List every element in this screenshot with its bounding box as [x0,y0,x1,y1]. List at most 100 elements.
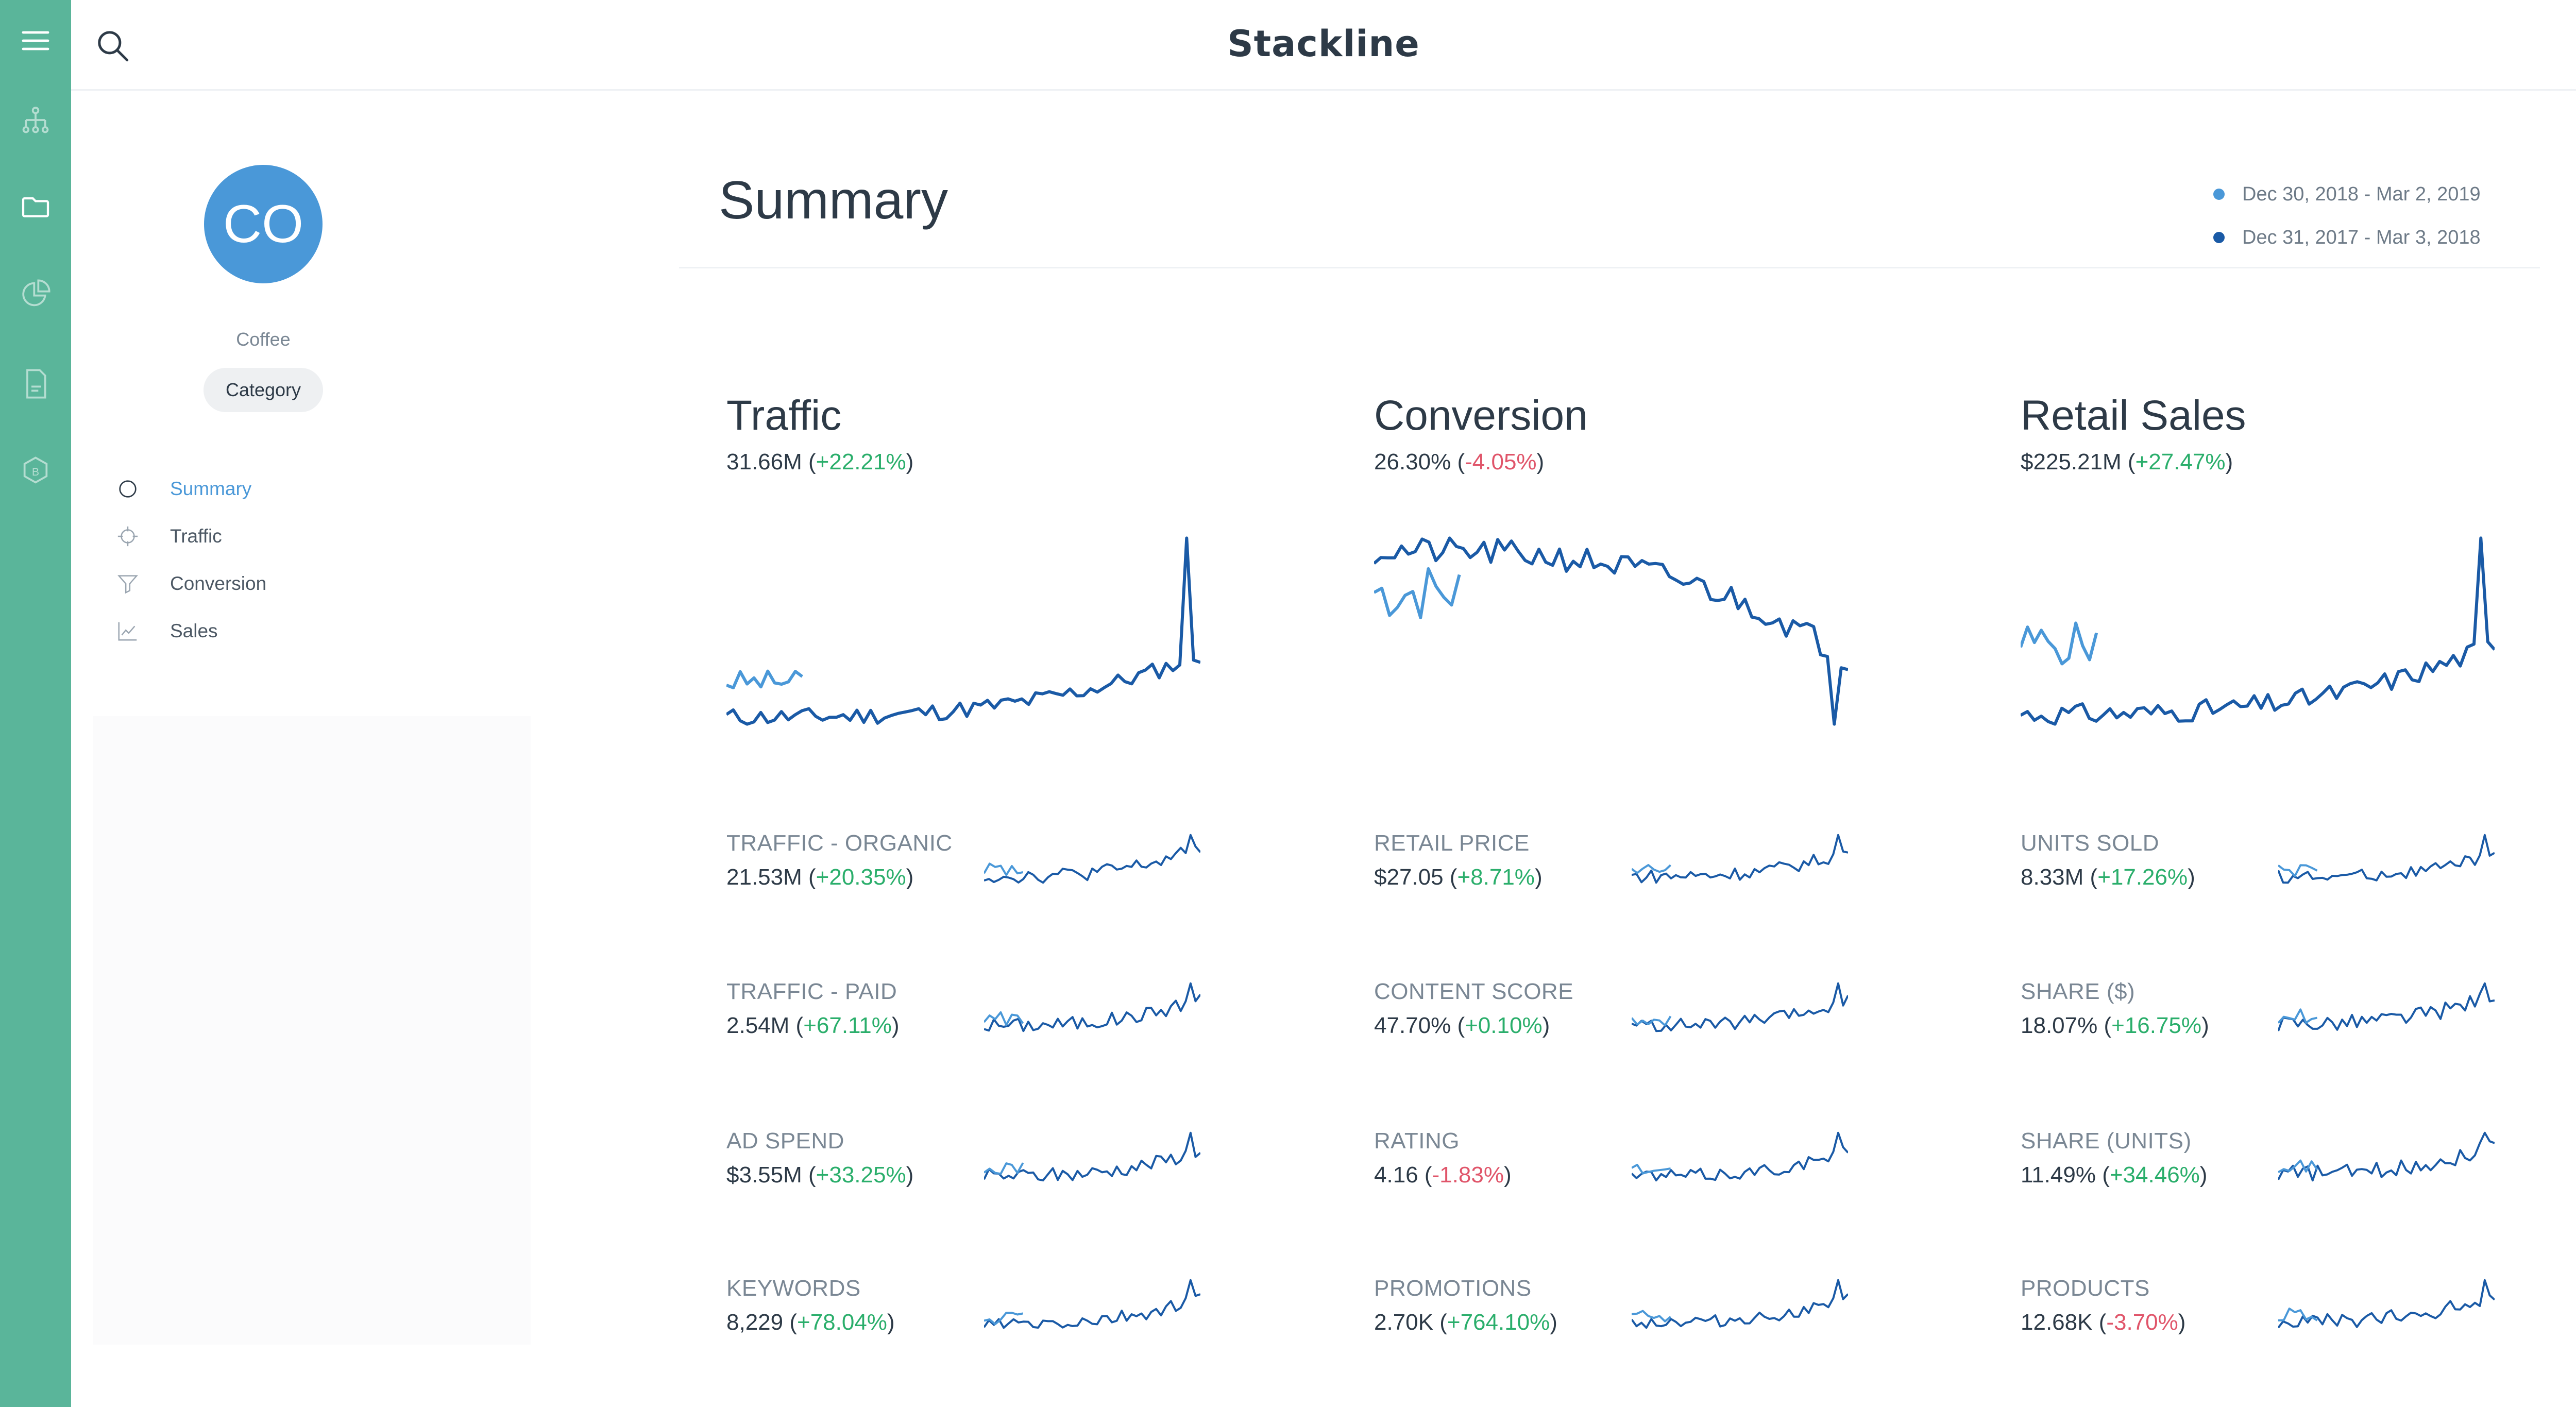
metric-change: -3.70% [2106,1310,2178,1335]
sparkline-series-prior [1632,1163,1671,1175]
metric-sparkline [1632,982,1848,1032]
metric-value: $27.05 (+8.71%) [1374,864,1543,890]
metric-label: TRAFFIC - ORGANIC [726,830,953,856]
sparkline-series-current [984,982,1200,1032]
document-icon[interactable] [18,366,54,402]
sparkline-series-prior [2278,1308,2318,1321]
metric-rating[interactable]: RATING 4.16 (-1.83%) [1374,1128,1889,1206]
metric-label: TRAFFIC - PAID [726,979,897,1004]
sparkline-series-prior [2278,1159,2318,1174]
sparkline-series-current [2278,1279,2495,1329]
sparkline-series-current [2278,982,2495,1031]
sparkline-series-current [2278,834,2495,884]
metric-title: Retail Sales [2021,392,2246,439]
metric-label: KEYWORDS [726,1276,861,1301]
avatar: CO [204,165,323,283]
nav-item-sales[interactable]: Sales [112,613,329,649]
metric-sparkline [984,1279,1200,1329]
sparkline-series-prior [2278,864,2318,877]
metric-value: $225.21M (+27.47%) [2021,449,2233,474]
sparkline-series-prior [984,1162,1024,1175]
metric-change: +67.11% [803,1013,892,1038]
metric-value: 2.54M (+67.11%) [726,1013,900,1038]
metric-share-dollars[interactable]: SHARE ($) 18.07% (+16.75%) [2021,979,2536,1056]
metric-change: +78.04% [797,1310,887,1335]
pie-chart-icon[interactable] [18,276,54,312]
nav-item-label: Conversion [170,573,267,594]
svg-text:B: B [32,466,39,478]
sparkline-series-current [726,536,1200,726]
sparkline-series-prior [984,862,1023,876]
hierarchy-icon[interactable] [18,102,54,138]
legend-label: Dec 30, 2018 - Mar 2, 2019 [2242,183,2481,205]
line-chart-icon [112,616,143,647]
legend-label: Dec 31, 2017 - Mar 3, 2018 [2242,226,2481,248]
folder-icon[interactable] [18,189,54,225]
metric-sparkline [726,536,1200,726]
metric-promotions[interactable]: PROMOTIONS 2.70K (+764.10%) [1374,1276,1889,1353]
sparkline-series-current [984,1279,1200,1329]
metric-value: $3.55M (+33.25%) [726,1162,914,1188]
metric-value: 21.53M (+20.35%) [726,864,914,890]
metric-content-score[interactable]: CONTENT SCORE 47.70% (+0.10%) [1374,979,1889,1056]
metric-label: SHARE (UNITS) [2021,1128,2192,1154]
legend-item-prior: Dec 31, 2017 - Mar 3, 2018 [2213,225,2522,250]
funnel-icon [112,568,143,599]
header-divider [679,267,2540,268]
settings-icon[interactable]: B [18,453,54,489]
sparkline-series-current [1374,536,1848,726]
left-rail: B [0,0,71,1407]
sparkline-series-current [1632,982,1848,1032]
metric-share-units[interactable]: SHARE (UNITS) 11.49% (+34.46%) [2021,1128,2536,1206]
metric-change: +33.25% [816,1162,906,1188]
metric-label: SHARE ($) [2021,979,2136,1004]
metric-title: Conversion [1374,392,1588,439]
sparkline-series-current [2021,536,2495,726]
metric-label: AD SPEND [726,1128,844,1154]
metric-units-sold[interactable]: UNITS SOLD 8.33M (+17.26%) [2021,830,2536,908]
metric-label: RETAIL PRICE [1374,830,1530,856]
nav-item-label: Sales [170,620,218,641]
circle-icon [112,473,143,504]
metric-sparkline [1632,1131,1848,1182]
metric-sparkline [1632,1279,1848,1329]
sparkline-series-prior [1632,864,1671,874]
metric-sparkline [1374,536,1848,726]
legend-item-current: Dec 30, 2018 - Mar 2, 2019 [2213,181,2522,207]
metric-title: Traffic [726,392,842,439]
metric-value: 8.33M (+17.26%) [2021,864,2195,890]
sparkline-series-prior [1632,1015,1672,1027]
metric-ad-spend[interactable]: AD SPEND $3.55M (+33.25%) [726,1128,1242,1206]
metric-keywords[interactable]: KEYWORDS 8,229 (+78.04%) [726,1276,1242,1353]
nav-item-summary[interactable]: Summary [112,471,329,507]
sparkline-series-prior [1632,1310,1671,1323]
metric-value: 2.70K (+764.10%) [1374,1310,1557,1335]
metric-value: 12.68K (-3.70%) [2021,1310,2186,1335]
sparkline-series-current [1632,1131,1848,1182]
metric-sparkline [2278,1131,2495,1182]
sparkline-series-prior [984,1312,1023,1326]
metric-retail-price[interactable]: RETAIL PRICE $27.05 (+8.71%) [1374,830,1889,908]
sparkline-series-prior [726,669,803,689]
legend-dot [2213,189,2225,200]
brand-logo[interactable]: Stackline [1227,23,1420,65]
sidebar-panel-background [93,716,531,1345]
metric-sparkline [984,834,1200,884]
metric-products[interactable]: PRODUCTS 12.68K (-3.70%) [2021,1276,2536,1353]
nav-item-conversion[interactable]: Conversion [112,566,329,602]
nav-item-traffic[interactable]: Traffic [112,518,329,554]
metric-label: PRODUCTS [2021,1276,2150,1301]
metric-value: 47.70% (+0.10%) [1374,1013,1550,1038]
metric-change: +17.26% [2097,864,2188,890]
search-icon[interactable] [94,27,132,65]
sparkline-series-prior [2278,1008,2318,1024]
metric-traffic-paid[interactable]: TRAFFIC - PAID 2.54M (+67.11%) [726,979,1242,1056]
metric-value: 18.07% (+16.75%) [2021,1013,2209,1038]
metric-change: +20.35% [816,864,906,890]
sparkline-series-prior [2021,621,2098,666]
sparkline-series-prior [1374,567,1461,619]
metric-traffic-organic[interactable]: TRAFFIC - ORGANIC 21.53M (+20.35%) [726,830,1242,908]
menu-icon[interactable] [18,23,54,59]
metric-change: -1.83% [1432,1162,1504,1188]
metric-sparkline [2278,982,2495,1031]
